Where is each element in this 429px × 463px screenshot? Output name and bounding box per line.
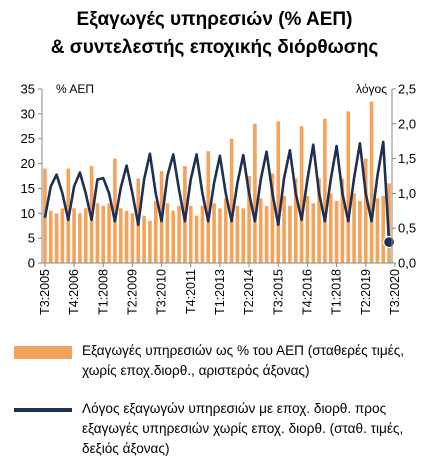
legend-item-bars: Εξαγωγές υπηρεσιών ως % του ΑΕΠ (σταθερέ… [14,341,426,381]
left-tick-label-0: 0 [28,256,35,271]
combo-chart: 0 5 10 15 20 25 30 35 0,0 0,5 1,0 1,5 2,0 2,5 % ΑΕΠ λόγ… [21,82,417,315]
chart-title: Εξαγωγές υπηρεσιών (% ΑΕΠ) & συντελεστής… [0,6,429,62]
bar-41 [282,195,286,263]
bar-53 [352,193,356,263]
bar-33 [235,205,240,263]
bar-22 [171,210,176,263]
bar-19 [153,200,158,263]
bar-25 [188,205,193,263]
left-tick-label-6: 30 [21,106,35,121]
bar-38 [264,205,269,263]
bar-52 [346,111,351,263]
bar-9 [95,203,100,263]
bar-46 [311,203,316,263]
bar-47 [317,178,321,263]
bar-43 [293,178,298,263]
bar-21 [165,203,170,263]
right-tick-label-5: 2,5 [398,82,416,97]
bar-40 [276,121,281,263]
bar-58 [381,195,386,263]
right-tick-label-0: 0,0 [398,256,416,271]
legend-swatch-bar [14,346,72,359]
bar-51 [340,178,345,263]
bar-23 [177,205,181,263]
bar-7 [83,208,88,263]
bar-17 [142,215,146,263]
bar-15 [130,213,135,263]
bar-42 [288,205,292,263]
left-tick-label-5: 25 [21,131,35,146]
chart-title-line-2: & συντελεστής εποχικής διόρθωσης [50,37,379,58]
bar-1 [48,210,53,263]
left-tick-label-1: 5 [28,231,35,246]
left-tick-label-4: 20 [21,156,35,171]
bar-5 [72,208,76,263]
bar-28 [206,151,211,263]
bar-54 [358,200,362,263]
bar-35 [247,176,251,263]
x-tick-label-5: Τ4:2011 [184,269,198,314]
bar-48 [323,118,327,263]
bar-49 [328,193,333,263]
bar-50 [334,200,339,263]
bar-44 [299,126,304,264]
x-tick-label-2: Τ1:2008 [96,269,110,315]
bar-56 [369,101,374,263]
bar-45 [305,195,310,263]
legend-item-line: Λόγος εξαγωγών υπηρεσιών με εποχ. διορθ.… [14,399,426,459]
x-tick-label-1: Τ4:2006 [67,269,81,315]
bar-55 [363,158,368,263]
bar-36 [253,123,257,263]
bar-29 [212,203,216,263]
bar-31 [223,198,228,263]
right-tick-label-4: 2,0 [398,116,416,131]
x-tick-label-0: Τ3:2005 [38,269,52,315]
right-tick-label-1: 0,5 [398,221,416,236]
x-tick-label-3: Τ2:2009 [125,269,139,315]
chart-title-line-1: Εξαγωγές υπηρεσιών (% ΑΕΠ) [76,9,353,30]
x-tick-label-6: Τ1:2013 [213,269,227,315]
x-tick-label-4: Τ3:2010 [155,269,169,315]
bar-10 [101,205,106,263]
bar-2 [54,213,59,263]
bar-6 [78,213,82,263]
right-tick-label-2: 1,0 [398,186,416,201]
left-tick-label-7: 35 [21,82,35,97]
bar-12 [113,158,117,263]
legend-label-line: Λόγος εξαγωγών υπηρεσιών με εποχ. διορθ.… [82,401,404,456]
bar-11 [107,203,111,263]
x-tick-label-8: Τ3:2015 [271,269,285,315]
x-tick-label-10: Τ1:2018 [330,269,344,315]
x-tick-label-11: Τ2:2019 [359,269,373,315]
left-axis-label: % ΑΕΠ [56,82,94,96]
bar-13 [118,208,123,263]
right-tick-label-3: 1,5 [398,151,416,166]
x-tick-label-12: Τ3:2020 [388,269,402,315]
bar-34 [241,208,246,263]
right-axis-label: λόγος [356,82,387,96]
bar-18 [148,220,152,263]
bar-14 [124,210,129,263]
legend-label-bars: Εξαγωγές υπηρεσιών ως % του ΑΕΠ (σταθερέ… [82,343,405,378]
bar-39 [270,173,275,263]
bar-3 [60,208,65,263]
last-point-marker [382,236,396,249]
bar-37 [258,198,263,263]
bar-26 [194,215,199,263]
bar-57 [375,198,380,263]
x-tick-label-7: Τ2:2014 [242,269,256,315]
bar-30 [218,208,222,263]
x-tick-label-9: Τ4:2016 [300,269,314,315]
ratio-line [43,140,391,243]
bar-32 [229,138,234,263]
left-tick-label-3: 15 [21,181,35,196]
legend-swatch-line [14,408,72,412]
bar-27 [200,205,205,263]
left-tick-label-2: 10 [21,206,35,221]
